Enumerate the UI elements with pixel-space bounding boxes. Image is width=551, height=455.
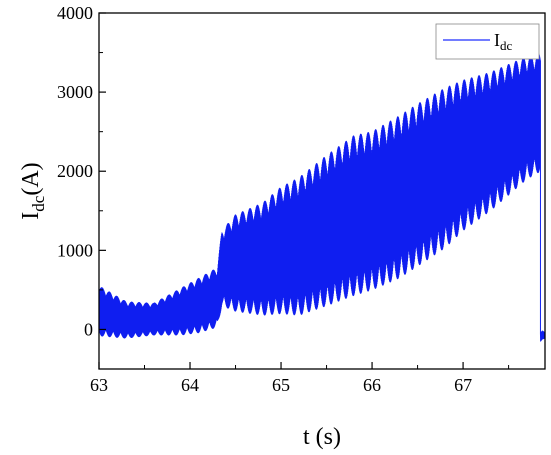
x-tick-label: 67 (454, 375, 472, 395)
y-tick-label: 4000 (57, 3, 93, 23)
y-axis-title-sub: dc (29, 195, 48, 212)
y-tick-label: 0 (84, 319, 93, 339)
x-axis-title: t (s) (303, 424, 341, 450)
y-axis-title-tail: (A) (18, 162, 44, 195)
series-line (99, 52, 545, 342)
x-tick-label: 63 (90, 375, 108, 395)
y-tick-label: 1000 (57, 240, 93, 260)
plot-frame (98, 12, 546, 370)
y-tick-label: 3000 (57, 82, 93, 102)
legend-label-main: I (494, 30, 500, 50)
legend-label: Idc (494, 30, 513, 53)
y-axis-title: Idc(A) (18, 162, 48, 219)
x-axis-ticks: 63 64 65 66 67 (90, 362, 510, 395)
y-axis-title-main: I (18, 212, 44, 220)
legend: Idc (435, 23, 540, 60)
y-axis-ticks: 0 1000 2000 3000 4000 (57, 3, 106, 339)
x-tick-label: 66 (363, 375, 381, 395)
legend-box (435, 23, 540, 60)
x-tick-label: 65 (272, 375, 290, 395)
series-layer (99, 52, 545, 342)
y-tick-label: 2000 (57, 161, 93, 181)
legend-label-sub: dc (500, 38, 513, 53)
x-tick-label: 64 (181, 375, 199, 395)
